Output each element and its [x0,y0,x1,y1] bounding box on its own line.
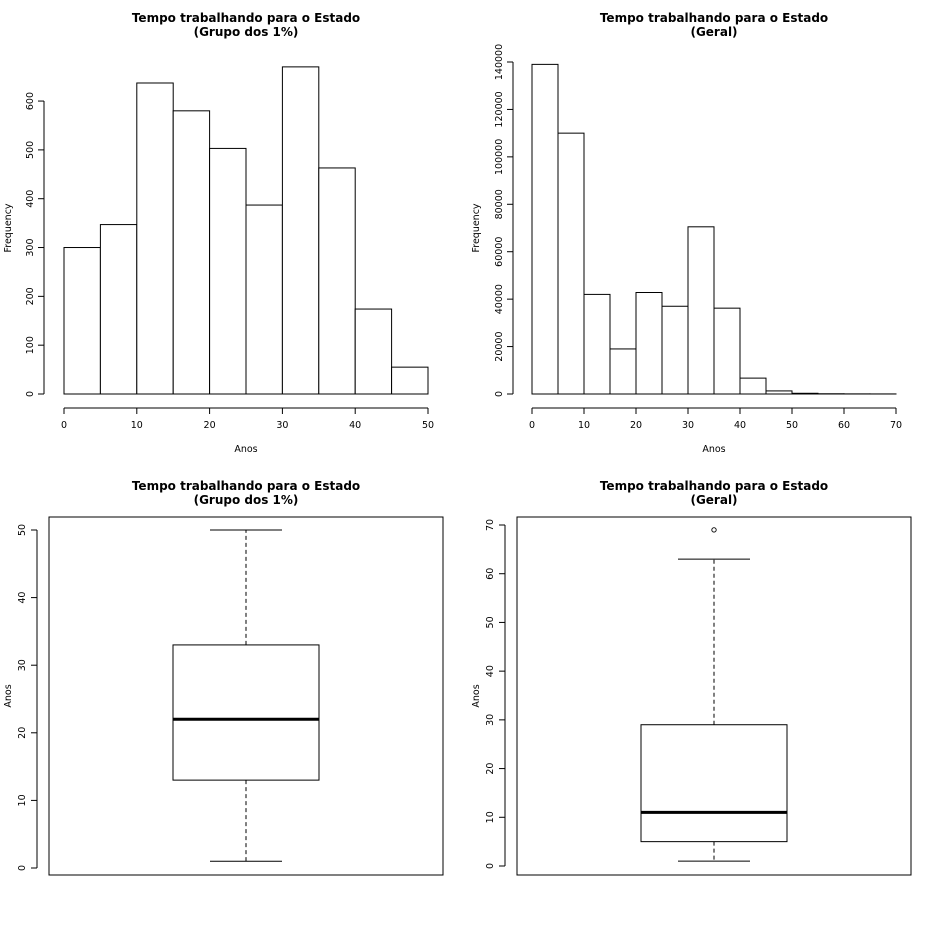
chart-title-line1: Tempo trabalhando para o Estado [600,479,828,493]
x-tick-label: 50 [786,420,798,431]
chart-title-line1: Tempo trabalhando para o Estado [132,479,360,493]
y-tick-label: 20 [17,727,28,739]
x-tick-label: 50 [422,420,434,431]
boxplot-geral-panel: Tempo trabalhando para o Estado (Geral) … [471,479,912,876]
histogram-bar [281,66,320,395]
histogram-bar [99,224,138,395]
y-tick-label: 40 [17,592,28,604]
histogram-grupo-panel: Tempo trabalhando para o Estado (Grupo d… [3,11,434,455]
x-axis-label: Anos [234,444,257,455]
histogram-bar [354,308,393,395]
axes-group: 0 10 20 30 40 50 60 70 0 20000 40000 60000 80000 1000… [494,44,902,431]
histogram-bar [609,348,637,395]
y-tick-label: 100 [25,336,36,354]
histogram-geral-panel: Tempo trabalhando para o Estado (Geral) … [471,11,902,455]
y-axis-label: Frequency [471,203,482,252]
chart-title-line2: (Geral) [690,25,737,39]
histogram-bar [318,167,356,395]
histogram-bar [557,132,585,395]
histogram-bar [583,293,611,395]
chart-title-line2: (Geral) [690,493,737,507]
box-group [172,529,320,862]
y-tick-label: 100000 [494,139,505,175]
y-tick-label: 600 [25,92,36,110]
histogram-bar [765,390,793,395]
x-tick-label: 10 [131,420,143,431]
iqr-box [640,724,788,843]
x-tick-label: 40 [734,420,746,431]
axes-group: 0 10 20 30 40 50 [17,524,38,871]
y-tick-label: 400 [25,190,36,208]
x-tick-label: 10 [578,420,590,431]
histogram-bar [739,377,767,395]
histogram-bar [63,247,101,395]
y-tick-label: 0 [485,863,496,869]
histogram-bar [791,392,819,395]
y-tick-label: 120000 [494,91,505,127]
histogram-bar [391,366,429,395]
x-tick-label: 40 [349,420,361,431]
y-tick-label: 30 [485,714,496,726]
histogram-bar [661,305,689,395]
plot-frame [48,516,444,876]
bars-group [63,66,429,395]
y-tick-label: 80000 [494,189,505,219]
y-tick-label: 50 [17,524,28,536]
x-tick-label: 20 [204,420,216,431]
y-tick-label: 500 [25,141,36,159]
box-group [640,527,788,862]
y-tick-label: 300 [25,238,36,256]
y-tick-label: 10 [17,794,28,806]
x-tick-label: 30 [682,420,694,431]
histogram-bar [245,204,283,395]
y-tick-label: 40000 [494,284,505,314]
chart-title-line2: (Grupo dos 1%) [194,493,299,507]
y-axis-label: Frequency [3,203,14,252]
boxplot-grupo-panel: Tempo trabalhando para o Estado (Grupo d… [3,479,444,876]
histogram-bar [635,292,663,395]
y-tick-label: 200 [25,287,36,305]
y-tick-label: 20 [485,763,496,775]
axes-group: 0 10 20 30 40 50 60 70 [485,519,506,869]
y-tick-label: 60 [485,568,496,580]
y-axis-label: Anos [471,684,482,707]
chart-title-line1: Tempo trabalhando para o Estado [132,11,360,25]
chart-title-line2: (Grupo dos 1%) [194,25,299,39]
y-tick-label: 10 [485,811,496,823]
histogram-bar [713,307,741,395]
bars-group [531,63,897,395]
histogram-bar [136,82,174,395]
histogram-bar [172,110,211,395]
y-tick-label: 0 [494,391,505,397]
y-tick-label: 0 [17,865,28,871]
histogram-bar [209,147,247,395]
outlier-point [711,527,717,533]
x-tick-label: 70 [890,420,902,431]
chart-title-line1: Tempo trabalhando para o Estado [600,11,828,25]
x-tick-label: 30 [276,420,288,431]
y-tick-label: 50 [485,616,496,628]
y-tick-label: 60000 [494,237,505,267]
y-axis-label: Anos [3,684,14,707]
y-tick-label: 30 [17,659,28,671]
iqr-box [172,644,320,781]
x-tick-label: 0 [61,420,67,431]
histogram-bar [531,63,559,395]
y-tick-label: 70 [485,519,496,531]
plot-frame [516,516,912,876]
y-tick-label: 0 [25,391,36,397]
x-tick-label: 20 [630,420,642,431]
histogram-bar [687,226,715,395]
y-tick-label: 140000 [494,44,505,80]
y-tick-label: 40 [485,665,496,677]
y-tick-label: 20000 [494,331,505,361]
x-tick-label: 0 [529,420,535,431]
x-tick-label: 60 [838,420,850,431]
x-axis-label: Anos [702,444,725,455]
